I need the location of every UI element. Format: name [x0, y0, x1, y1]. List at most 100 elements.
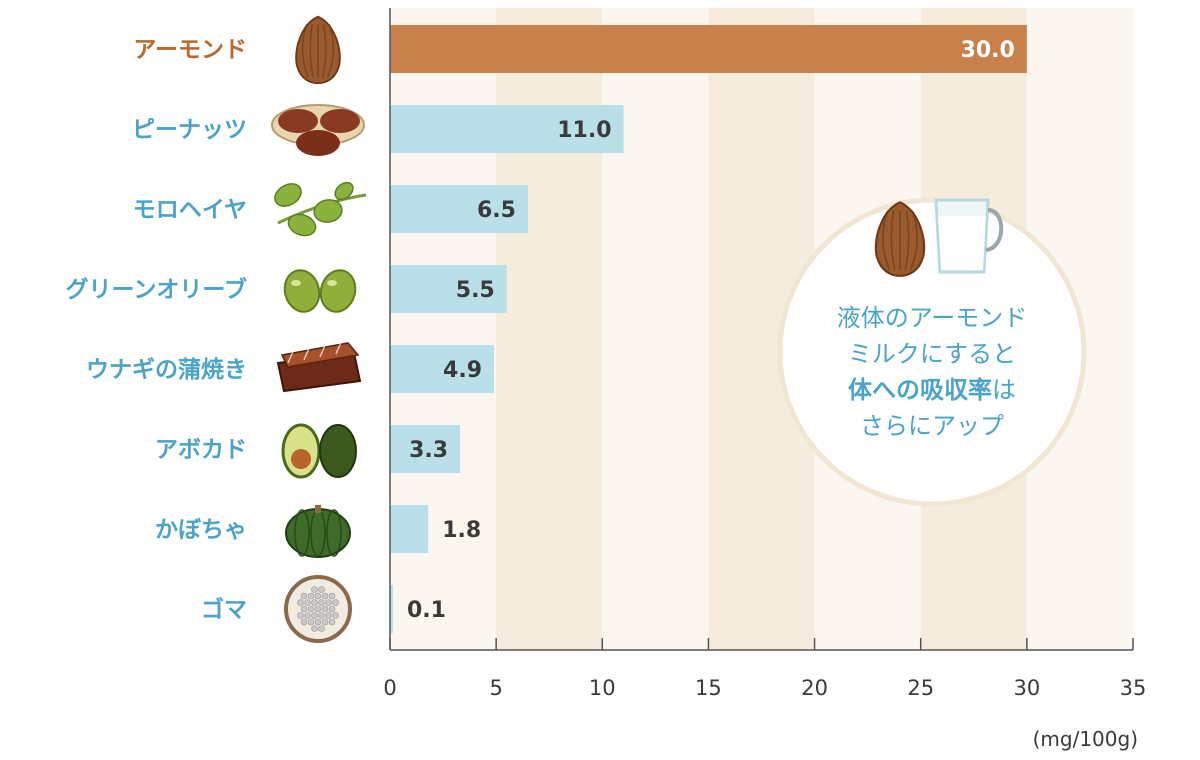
value-label: 11.0: [557, 118, 611, 143]
olive-icon: [283, 269, 357, 313]
almond-ridge: [301, 24, 310, 78]
callout-circle: [777, 197, 1087, 507]
pumpkin-stem: [315, 505, 321, 513]
molokhia-leaf: [287, 213, 317, 237]
almond-ridge: [890, 210, 896, 270]
sesame-seed: [321, 592, 329, 600]
category-label: かぼちゃ: [155, 517, 247, 543]
sesame-seed: [328, 592, 336, 600]
olive-shine: [291, 280, 301, 286]
almond-ridge: [309, 24, 314, 78]
milk-glass-icon: [934, 198, 1004, 274]
sesame-seed: [300, 605, 308, 613]
molokhia-leaf: [313, 199, 343, 223]
bar: [390, 265, 507, 313]
category-label: グリーンオリーブ: [66, 276, 247, 303]
peanut-icon: [271, 104, 365, 156]
sesame-seed: [318, 612, 325, 619]
callout-text: さらにアップ: [860, 412, 1004, 440]
avocado-icon: [281, 423, 357, 479]
almond-ridge: [904, 210, 910, 270]
molokhia-leaf: [334, 181, 354, 201]
almond-ridge: [326, 24, 335, 78]
x-tick-label: 5: [489, 676, 502, 700]
pumpkin-rib: [294, 509, 310, 557]
sesame-seed: [318, 625, 325, 632]
olive-shine: [327, 280, 337, 286]
grid-band: [496, 8, 603, 650]
sesame-seed: [332, 612, 339, 619]
x-tick-label: 15: [695, 676, 722, 700]
callout-line: 体への吸収率は: [848, 376, 1016, 404]
sesame-seed: [311, 612, 318, 619]
callout-text: 体への吸収率: [848, 376, 992, 404]
eel-grill-mark: [335, 339, 343, 355]
eel-kabayaki-icon: [276, 339, 362, 393]
category-label: ウナギの蒲焼き: [86, 356, 247, 383]
sesame-seed: [297, 612, 304, 619]
glass-milk: [938, 216, 986, 270]
sesame-seed: [311, 586, 318, 593]
x-tick-label: 30: [1013, 676, 1040, 700]
eel-grill-mark: [287, 348, 295, 364]
sesame-seed: [300, 618, 308, 626]
callout-line: ミルクにすると: [848, 340, 1016, 368]
callout-text: ミルクにすると: [848, 340, 1016, 368]
value-label: 5.5: [456, 278, 495, 303]
sesame-seed: [321, 618, 329, 626]
pumpkin-icon: [285, 505, 351, 558]
molokhia-leaf: [274, 183, 302, 207]
x-tick-label: 0: [383, 676, 396, 700]
almond-ridge: [909, 210, 918, 270]
eel-grill-mark: [303, 345, 311, 361]
sesame-seed: [328, 618, 336, 626]
category-label: アーモンド: [133, 37, 247, 63]
almond-icon: [874, 201, 926, 277]
unit-label: (mg/100g): [1033, 727, 1138, 751]
sesame-seed: [314, 592, 322, 600]
grid-band: [602, 8, 709, 650]
callout-line: 液体のアーモンド: [837, 304, 1028, 332]
pumpkin-rib: [326, 509, 342, 557]
almond-ridge: [882, 210, 891, 270]
sesame-seed: [318, 586, 325, 593]
grid-band: [390, 8, 497, 650]
value-label: 6.5: [477, 198, 516, 223]
peanut-seed: [296, 130, 340, 156]
sesame-seed: [307, 592, 315, 600]
sesame-seed: [297, 599, 304, 606]
sesame-seed: [314, 618, 322, 626]
value-label: 0.1: [407, 598, 446, 623]
peanut-seed: [278, 109, 318, 133]
olive: [283, 269, 321, 313]
bars-group: 30.0 11.0 6.5 5.5 4.9 3.3 1.8 0.1: [390, 25, 1027, 633]
callout-line: さらにアップ: [860, 412, 1004, 440]
category-label: モロヘイヤ: [133, 197, 247, 223]
glass-handle: [985, 208, 1004, 252]
sesame-seed: [307, 618, 315, 626]
x-tick-label: 25: [907, 676, 934, 700]
sesame-seed: [300, 592, 308, 600]
almond-ridge: [322, 24, 327, 78]
bar: [390, 345, 495, 393]
value-label: 4.9: [443, 358, 482, 383]
avocado-seed: [291, 449, 311, 469]
bar: [390, 505, 429, 553]
sesame-seed: [321, 605, 329, 613]
bar: [390, 105, 624, 153]
sesame-seed: [311, 625, 318, 632]
sesame-seed: [304, 612, 311, 619]
bar: [390, 25, 1027, 73]
value-label: 30.0: [961, 38, 1015, 63]
category-label: ゴマ: [201, 596, 247, 623]
almond-icon: [295, 15, 341, 85]
category-label: アボカド: [155, 437, 247, 463]
bar: [390, 585, 393, 633]
sesame-seed: [325, 612, 332, 619]
sesame-seed: [314, 605, 322, 613]
peanut-seed: [320, 109, 360, 133]
avocado-whole: [319, 424, 357, 478]
x-tick-label: 10: [589, 676, 616, 700]
